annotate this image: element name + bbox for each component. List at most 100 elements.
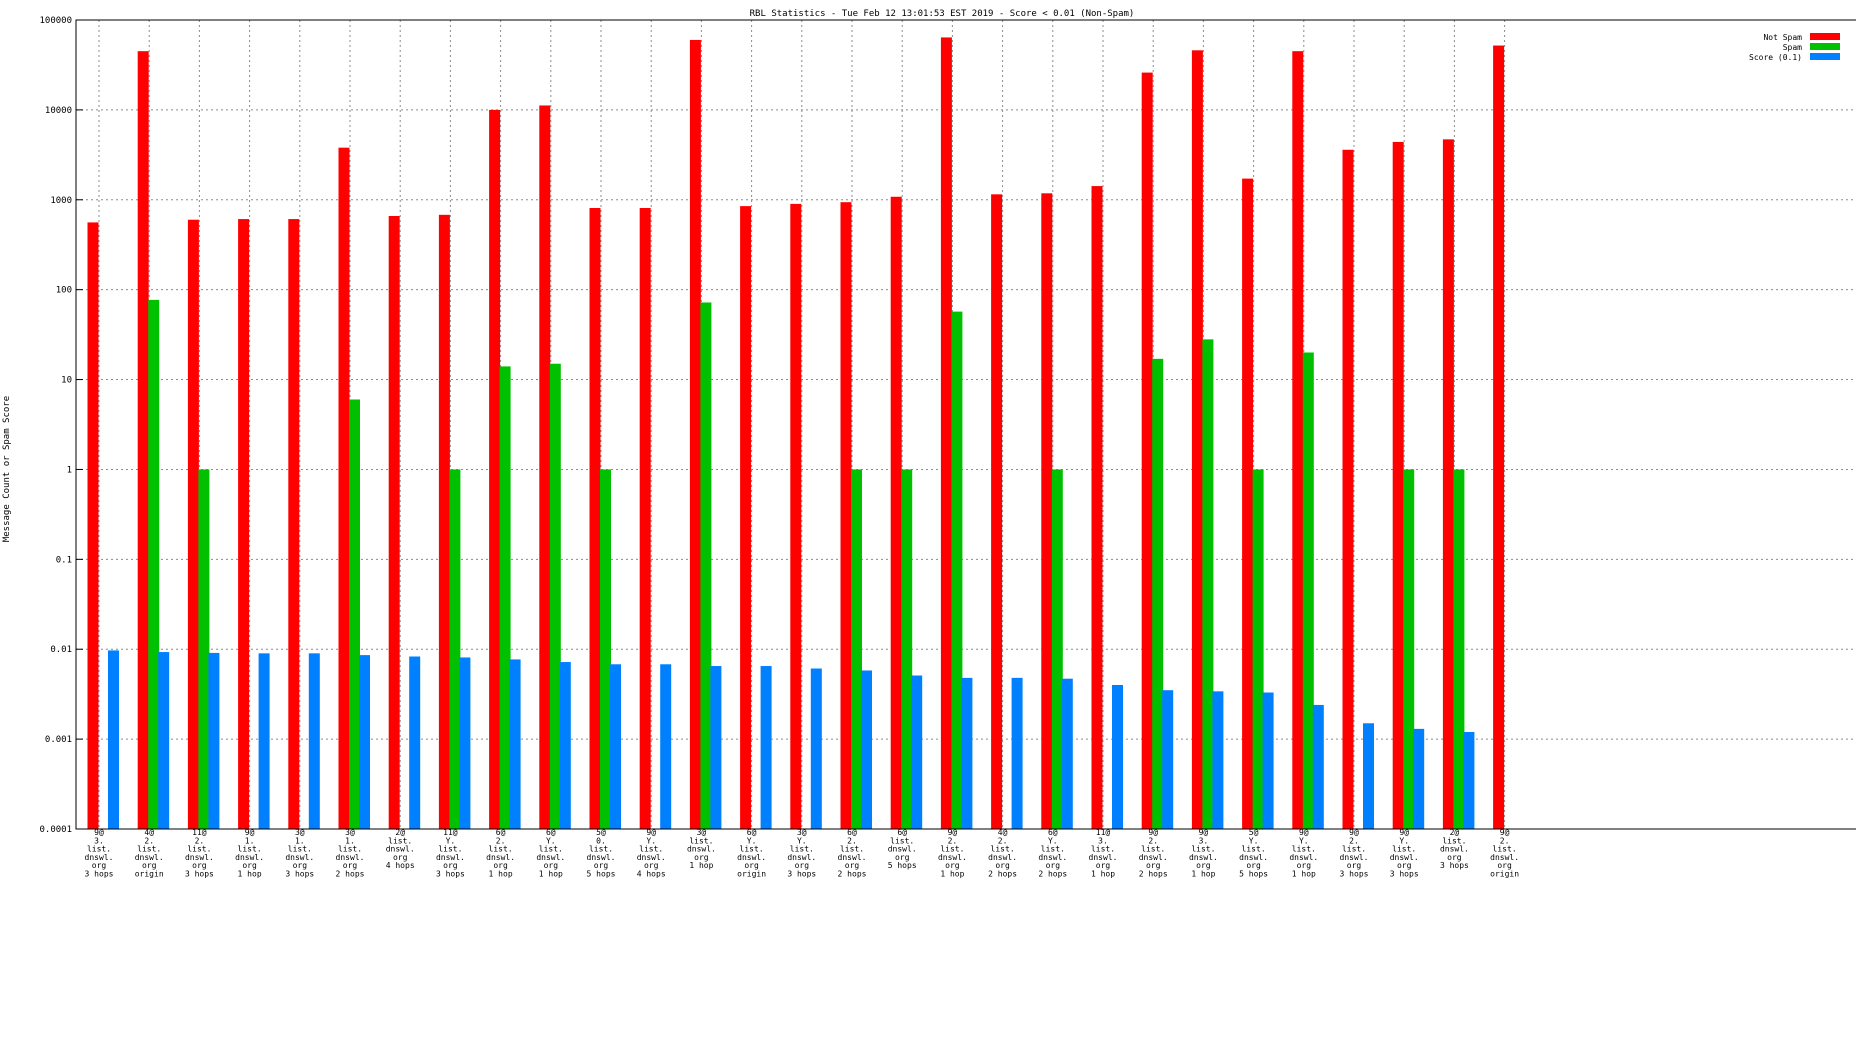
x-tick-label-line: 2. <box>1349 836 1359 845</box>
legend-label: Score (0.1) <box>1749 53 1802 62</box>
x-tick-label-line: list. <box>639 845 663 854</box>
plot-frame <box>75 19 1856 830</box>
x-tick-label-line: 3 hops <box>787 870 816 879</box>
bar-not-spam <box>991 194 1003 829</box>
x-tick-label-line: org <box>493 861 508 870</box>
bar-not-spam <box>1292 51 1304 829</box>
y-tick-label: 10000 <box>45 106 72 116</box>
x-tick-label: 2@ list. dnswl. org 4 hops <box>386 828 415 870</box>
x-tick-label-line: 6@ <box>1048 828 1058 837</box>
x-tick-label-line: dnswl. <box>587 853 616 862</box>
x-tick-label-line: 1 hop <box>238 870 262 879</box>
bar-not-spam <box>1091 186 1103 829</box>
x-tick-label-line: org <box>1397 861 1412 870</box>
bar-not-spam <box>1191 50 1203 829</box>
x-tick-label-line: org <box>1297 861 1312 870</box>
x-tick-label-line: org <box>845 861 860 870</box>
x-tick-label-line: org <box>694 853 709 862</box>
x-tick-label-line: dnswl. <box>1289 853 1318 862</box>
x-tick-label-line: dnswl. <box>1490 853 1519 862</box>
x-tick-label-line: 3. <box>1098 836 1108 845</box>
x-tick-label-line: list. <box>137 845 161 854</box>
x-tick-label-line: 2 hops <box>988 870 1017 879</box>
x-tick-label-line: list. <box>388 836 412 845</box>
x-tick-label: 9@ 2. list. dnswl. org 1 hop <box>938 828 967 879</box>
bar-not-spam <box>187 219 199 830</box>
legend-swatch <box>1810 53 1840 60</box>
bar-spam <box>1252 469 1264 829</box>
x-tick-label-line: org <box>1196 861 1211 870</box>
x-tick-label-line: dnswl. <box>1139 853 1168 862</box>
bar-not-spam <box>689 39 701 830</box>
x-tick-label-line: list. <box>790 845 814 854</box>
x-tick-label-line: 9@ <box>94 828 104 837</box>
bar-not-spam <box>539 105 551 830</box>
x-tick-label-line: 2 hops <box>1038 870 1067 879</box>
x-tick-label-line: list. <box>489 845 513 854</box>
x-tick-label-line: 3 hops <box>1340 870 1369 879</box>
x-tick-label: 6@ 2. list. dnswl. org 2 hops <box>838 828 867 879</box>
x-tick-label-line: org <box>142 861 157 870</box>
x-tick-label-line: Y. <box>546 836 556 845</box>
bar-score-0-1 <box>258 653 270 829</box>
bar-score-0-1 <box>1413 728 1425 829</box>
bars <box>87 37 1505 830</box>
legend-swatch <box>1810 33 1840 40</box>
x-tick-label: 3@ list. dnswl. org 1 hop <box>687 828 716 870</box>
legend-label: Not Spam <box>1763 33 1802 42</box>
bar-score-0-1 <box>1262 692 1274 829</box>
x-tick-label-line: 1 hop <box>489 870 513 879</box>
x-tick-label-line: dnswl. <box>185 853 214 862</box>
x-tick-label: 6@ Y. list. dnswl. org 1 hop <box>536 828 565 879</box>
x-tick-label-line: 2@ <box>1450 828 1460 837</box>
x-tick-label-line: 1 hop <box>1292 870 1316 879</box>
bar-not-spam <box>1442 139 1454 829</box>
x-tick-label: 9@ Y. list. dnswl. org 4 hops <box>637 828 666 879</box>
x-tick-label-line: dnswl. <box>1239 853 1268 862</box>
x-tick-label-line: 9@ <box>1399 828 1409 837</box>
x-tick-label-line: 1 hop <box>940 870 964 879</box>
x-tick-label: 9@ Y. list. dnswl. org 3 hops <box>1390 828 1419 879</box>
x-tick-label: 6@ Y. list. dnswl. org 2 hops <box>1038 828 1067 879</box>
x-tick-label: 3@ 1. list. dnswl. org 3 hops <box>285 828 314 879</box>
x-tick-label-line: list. <box>740 845 764 854</box>
x-tick-label: 9@ 2. list. dnswl. org 3 hops <box>1340 828 1369 879</box>
x-tick-label: 6@ Y. list. dnswl. org origin <box>737 828 766 879</box>
bar-not-spam <box>1141 72 1153 829</box>
x-tick-label-line: 9@ <box>245 828 255 837</box>
x-tick-label-line: org <box>343 861 358 870</box>
x-tick-label-line: dnswl. <box>386 845 415 854</box>
x-tick-label-line: 3@ <box>797 828 807 837</box>
x-tick-label-line: org <box>192 861 207 870</box>
x-tick-label-line: 2. <box>847 836 857 845</box>
x-tick-label-line: 4 hops <box>637 870 666 879</box>
y-tick-label: 100 <box>56 286 72 296</box>
x-tick-label-line: dnswl. <box>436 853 465 862</box>
x-tick-label-line: 2. <box>496 836 506 845</box>
x-tick-label-line: 1. <box>345 836 355 845</box>
bar-spam <box>449 469 461 829</box>
x-tick-label-line: 2. <box>948 836 958 845</box>
x-tick-label-line: dnswl. <box>1440 845 1469 854</box>
x-tick-label-line: list. <box>539 845 563 854</box>
x-tick-label-line: org <box>1447 853 1462 862</box>
x-tick-label-line: org <box>92 861 107 870</box>
x-tick-label-line: org <box>293 861 308 870</box>
x-tick-label-line: dnswl. <box>85 853 114 862</box>
x-tick-label-line: 3 hops <box>436 870 465 879</box>
x-tick-label-line: 3 hops <box>85 870 114 879</box>
bar-score-0-1 <box>459 657 471 829</box>
y-tick-label: 0.1 <box>56 555 72 565</box>
bar-not-spam <box>1392 141 1404 829</box>
x-tick-label-line: 1 hop <box>1091 870 1115 879</box>
bar-score-0-1 <box>610 664 621 829</box>
x-tick-label-line: dnswl. <box>336 853 365 862</box>
bar-not-spam <box>1041 193 1053 829</box>
x-tick-label: 9@ 2. list. dnswl. org origin <box>1490 828 1519 879</box>
x-tick-label-line: 3 hops <box>1440 861 1469 870</box>
x-tick-label-line: 2. <box>195 836 205 845</box>
x-tick-label-line: dnswl. <box>1390 853 1419 862</box>
x-tick-label-line: list. <box>940 845 964 854</box>
